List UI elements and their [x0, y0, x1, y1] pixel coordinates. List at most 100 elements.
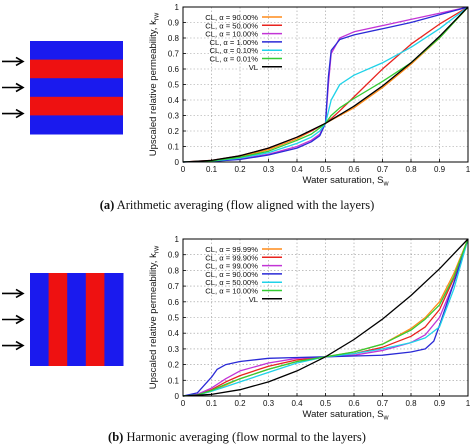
legend-label: CL, α = 0.01% [209, 55, 258, 64]
caption-b-text: Harmonic averaging (flow normal to the l… [126, 430, 366, 444]
layer-strip [104, 273, 124, 366]
flow-arrow-icon [15, 314, 25, 325]
grid [183, 7, 468, 162]
x-tick-label: 1 [466, 399, 471, 408]
layer-strip [30, 59, 123, 79]
y-tick-label: 0.4 [168, 96, 180, 105]
y-tick-label: 0.3 [168, 345, 180, 354]
x-tick-label: 0.3 [263, 165, 275, 174]
y-tick-label: 0.7 [168, 50, 180, 59]
caption-a-text: Arithmetic averaging (flow aligned with … [116, 198, 375, 212]
layer-strip [48, 273, 68, 366]
y-tick-label: 0.8 [168, 34, 180, 43]
x-tick-label: 0.4 [291, 399, 303, 408]
y-axis-title: Upscaled relative permeability, krw [148, 245, 161, 389]
layer-strip [30, 78, 123, 98]
x-tick-label: 0.4 [291, 165, 303, 174]
y-tick-label: 0.6 [168, 298, 180, 307]
legend-label: CL, α = 10.00% [205, 287, 258, 296]
series-line [182, 6, 469, 163]
chart-panel-a: 0 0.1 0.2 0.3 0.4 0.5 0.6 0.7 0.8 0.9 1 0 0.1 0.2 0.3 0… [2, 3, 471, 188]
series-line [182, 6, 469, 163]
x-tick-label: 0.5 [320, 165, 332, 174]
y-tick-label: 1 [175, 235, 180, 244]
y-tick-label: 0.2 [168, 361, 180, 370]
y-tick-label: 0.1 [168, 143, 180, 152]
x-tick-label: 0.8 [405, 399, 417, 408]
legend-label: CL, α = 99.90% [205, 253, 258, 262]
layer-strip [30, 115, 123, 135]
caption-b-label: (b) [108, 430, 124, 444]
x-tick-label: 0.2 [234, 399, 246, 408]
y-tick-label: 0.1 [168, 376, 180, 385]
caption-b: (b) Harmonic averaging (flow normal to t… [0, 430, 474, 445]
x-tick-label: 0.9 [434, 399, 446, 408]
legend-label: CL, α = 90.00% [205, 13, 258, 22]
layer-sketch [2, 41, 123, 135]
x-tick-label: 0.1 [206, 165, 218, 174]
legend-label: CL, α = 99.00% [205, 262, 258, 271]
x-axis-title: Water saturation, Sw [302, 175, 389, 188]
chart-panel-b: 0 0.1 0.2 0.3 0.4 0.5 0.6 0.7 0.8 0.9 1 0 0.1 0.2 0.3 0… [2, 235, 471, 422]
y-tick-label: 0.7 [168, 282, 180, 291]
series-lines [182, 238, 469, 397]
legend-label: CL, α = 50.00% [205, 278, 258, 287]
x-tick-label: 0.2 [234, 165, 246, 174]
flow-arrow-icon [15, 340, 25, 351]
series-lines [182, 6, 469, 163]
legend-label: CL, α = 99.99% [205, 245, 258, 254]
x-tick-label: 0 [181, 399, 186, 408]
layer-strip [30, 273, 50, 366]
plot-frame [182, 238, 469, 397]
y-tick-label: 0.9 [168, 251, 180, 260]
legend-label: CL, α = 90.00% [205, 270, 258, 279]
layer-strip [30, 41, 123, 61]
layer-strip [30, 96, 123, 116]
legend-label: CL, α = 50.00% [205, 21, 258, 30]
layer-strip [85, 273, 105, 366]
x-tick-label: 0.3 [263, 399, 275, 408]
legend-label: VL [249, 295, 258, 304]
y-tick-label: 1 [175, 3, 180, 12]
y-tick-label: 0.6 [168, 65, 180, 74]
series-line [182, 238, 469, 397]
x-tick-label: 0.7 [377, 165, 389, 174]
x-tick-label: 0.1 [206, 399, 218, 408]
legend-label: CL, α = 10.00% [205, 30, 258, 39]
x-axis-title: Water saturation, Sw [302, 409, 389, 422]
x-tick-label: 0.8 [405, 165, 417, 174]
flow-arrow-icon [15, 56, 25, 67]
layer-strip [67, 273, 87, 366]
flow-arrow-icon [15, 82, 25, 93]
y-axis-title: Upscaled relative permeability, krw [148, 12, 161, 156]
flow-arrow-icon [15, 288, 25, 299]
caption-a: (a) Arithmetic averaging (flow aligned w… [0, 198, 474, 213]
y-tick-label: 0 [175, 158, 180, 167]
x-tick-label: 0.6 [348, 399, 360, 408]
x-tick-label: 0.9 [434, 165, 446, 174]
x-tick-label: 0.7 [377, 399, 389, 408]
flow-arrow-icon [15, 108, 25, 119]
y-tick-label: 0.8 [168, 266, 180, 275]
y-tick-label: 0 [175, 392, 180, 401]
y-tick-label: 0.3 [168, 112, 180, 121]
grid [183, 239, 468, 396]
y-tick-label: 0.4 [168, 329, 180, 338]
y-tick-label: 0.2 [168, 127, 180, 136]
legend: CL, α = 90.00%CL, α = 50.00%CL, α = 10.0… [205, 13, 282, 72]
plot-frame [182, 6, 469, 163]
legend-label: CL, α = 0.10% [209, 46, 258, 55]
x-tick-label: 0 [181, 165, 186, 174]
y-tick-label: 0.9 [168, 19, 180, 28]
layer-sketch [2, 273, 124, 366]
x-tick-label: 0.6 [348, 165, 360, 174]
x-tick-label: 0.5 [320, 399, 332, 408]
legend-label: CL, α = 1.00% [209, 38, 258, 47]
caption-a-label: (a) [99, 198, 115, 212]
x-tick-label: 1 [466, 165, 471, 174]
legend-label: VL [249, 63, 258, 72]
legend: CL, α = 99.99%CL, α = 99.90%CL, α = 99.0… [205, 245, 282, 304]
y-tick-label: 0.5 [168, 314, 180, 323]
y-tick-label: 0.5 [168, 81, 180, 90]
